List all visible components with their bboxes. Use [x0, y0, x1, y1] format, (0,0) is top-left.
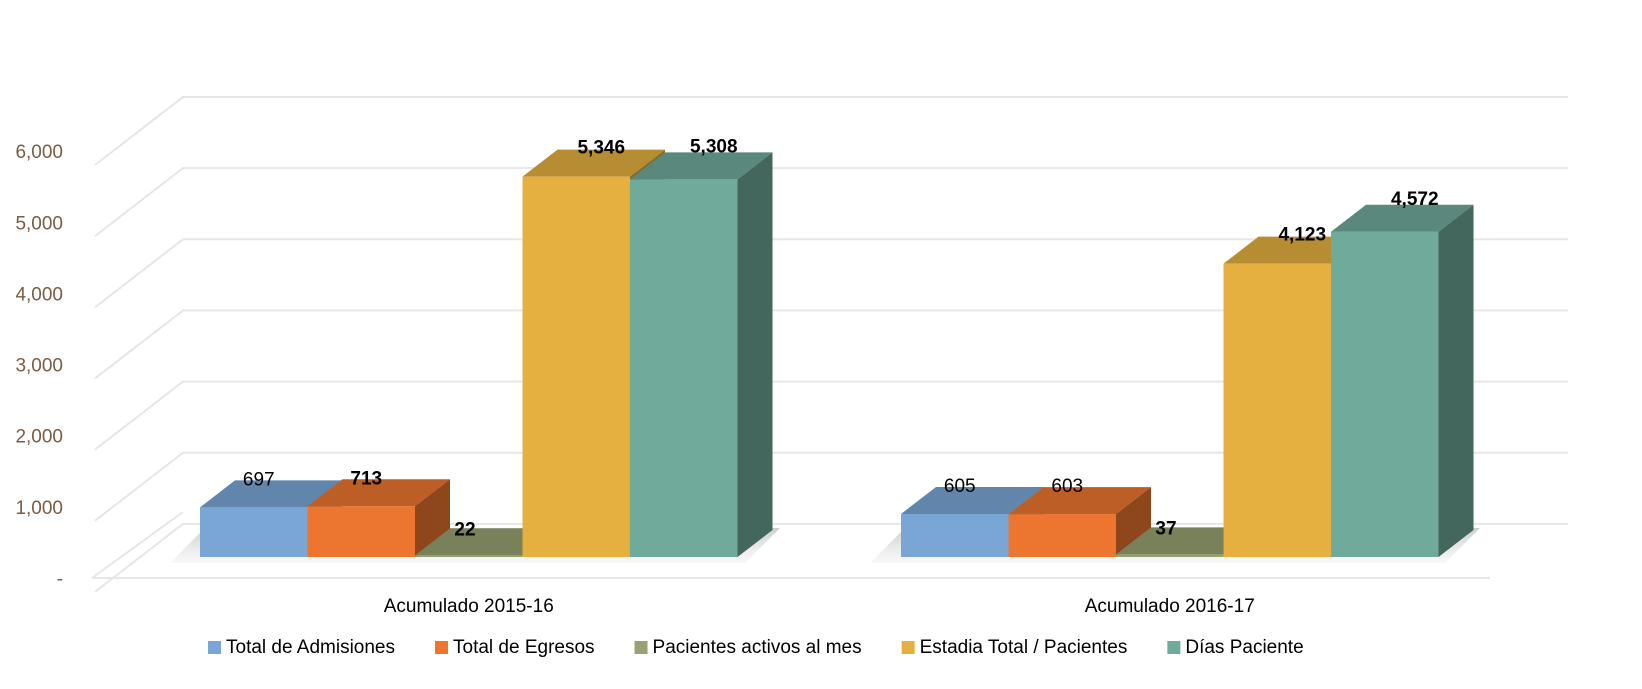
data-label: 4,572	[1391, 189, 1439, 210]
bar-front	[1331, 231, 1439, 557]
bar-side	[415, 479, 450, 557]
data-label: 5,308	[690, 136, 738, 157]
y-tick-label: 2,000	[15, 427, 63, 448]
bar-top	[1223, 236, 1366, 264]
grid-line	[94, 309, 1568, 380]
data-label: 22	[454, 519, 475, 540]
y-tick-label: 3,000	[15, 356, 63, 377]
floor-edge	[91, 511, 184, 579]
data-label: 4,123	[1278, 225, 1326, 246]
bar-front	[1008, 514, 1116, 557]
legend-label: Estadia Total / Pacientes	[920, 637, 1128, 658]
legend-swatch	[435, 641, 448, 654]
grid-line	[94, 96, 1568, 166]
legend-label: Total de Egresos	[453, 637, 595, 658]
legend-swatch	[1167, 641, 1181, 654]
bar	[307, 479, 450, 557]
bar-top	[630, 152, 773, 180]
data-label: 713	[350, 468, 382, 489]
grid-line	[94, 238, 1568, 309]
data-label: 605	[944, 476, 976, 497]
bar-front	[1223, 263, 1331, 557]
bar-front	[630, 179, 738, 557]
bar-side	[737, 152, 773, 557]
grid-line	[94, 380, 1568, 451]
bar-side	[1438, 204, 1474, 557]
grid-line	[94, 167, 1568, 237]
y-tick-label: 5,000	[15, 213, 63, 234]
legend-swatch	[901, 641, 915, 654]
legend-swatch	[208, 641, 221, 654]
data-label: 37	[1155, 518, 1176, 539]
y-tick-label: -	[57, 569, 63, 590]
bar	[630, 152, 773, 557]
x-tick-label: Acumulado 2016-17	[1085, 596, 1255, 617]
bar-front	[1116, 554, 1224, 557]
bar	[1331, 204, 1474, 557]
bar-front	[901, 513, 1009, 557]
y-tick-label: 6,000	[15, 142, 63, 163]
y-tick-label: 1,000	[15, 498, 63, 519]
bar-top	[200, 480, 343, 508]
bar-front	[522, 176, 630, 557]
data-label: 603	[1051, 476, 1083, 497]
data-label: 697	[243, 469, 275, 490]
bar-top	[415, 528, 558, 556]
grid-line	[94, 451, 1568, 522]
legend-label: Pacientes activos al mes	[653, 637, 862, 658]
bar	[200, 480, 343, 557]
bar-top	[901, 486, 1044, 514]
legend-swatch	[634, 641, 648, 654]
bar-side	[1116, 487, 1151, 557]
data-label: 5,346	[577, 138, 625, 159]
bar-front	[415, 555, 523, 557]
x-tick-label: Acumulado 2015-16	[384, 596, 554, 617]
legend-label: Días Paciente	[1185, 637, 1303, 658]
bar-top	[307, 479, 450, 507]
bar-top	[522, 149, 665, 177]
bar-front	[200, 507, 308, 557]
legend-label: Total de Admisiones	[226, 637, 395, 658]
bar-top	[1008, 487, 1151, 515]
y-tick-label: 4,000	[15, 284, 63, 305]
bar-top	[1116, 527, 1259, 555]
bar	[1008, 487, 1151, 557]
bar-front	[307, 506, 415, 557]
bar-top	[1331, 204, 1474, 232]
